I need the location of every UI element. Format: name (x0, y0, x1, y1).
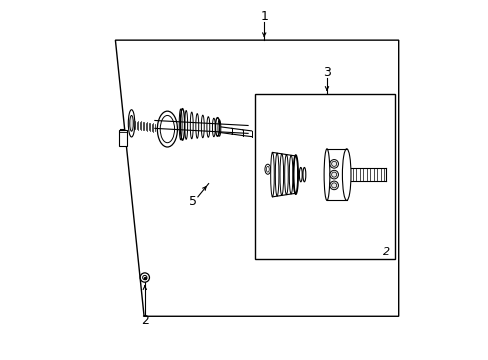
Ellipse shape (329, 181, 338, 190)
Text: 5: 5 (188, 195, 196, 208)
Ellipse shape (275, 153, 278, 196)
Ellipse shape (289, 155, 292, 194)
Ellipse shape (324, 149, 329, 201)
Ellipse shape (190, 112, 193, 139)
Ellipse shape (280, 154, 283, 195)
Text: 2: 2 (382, 247, 389, 257)
Bar (255, 94, 394, 259)
Ellipse shape (218, 120, 221, 136)
Text: 1: 1 (260, 10, 267, 23)
Text: 2: 2 (141, 314, 148, 327)
Ellipse shape (293, 156, 297, 193)
Ellipse shape (129, 116, 133, 131)
Text: 4: 4 (280, 236, 287, 249)
Ellipse shape (184, 111, 187, 139)
Ellipse shape (212, 118, 215, 137)
Ellipse shape (195, 114, 198, 138)
Ellipse shape (329, 159, 338, 168)
Ellipse shape (329, 170, 338, 179)
Ellipse shape (270, 152, 274, 197)
Ellipse shape (342, 149, 350, 201)
Ellipse shape (201, 115, 204, 138)
Text: 3: 3 (323, 66, 330, 79)
Ellipse shape (157, 111, 177, 147)
Ellipse shape (284, 154, 287, 195)
Ellipse shape (179, 109, 182, 140)
Ellipse shape (206, 117, 209, 137)
Bar (119, 130, 126, 146)
